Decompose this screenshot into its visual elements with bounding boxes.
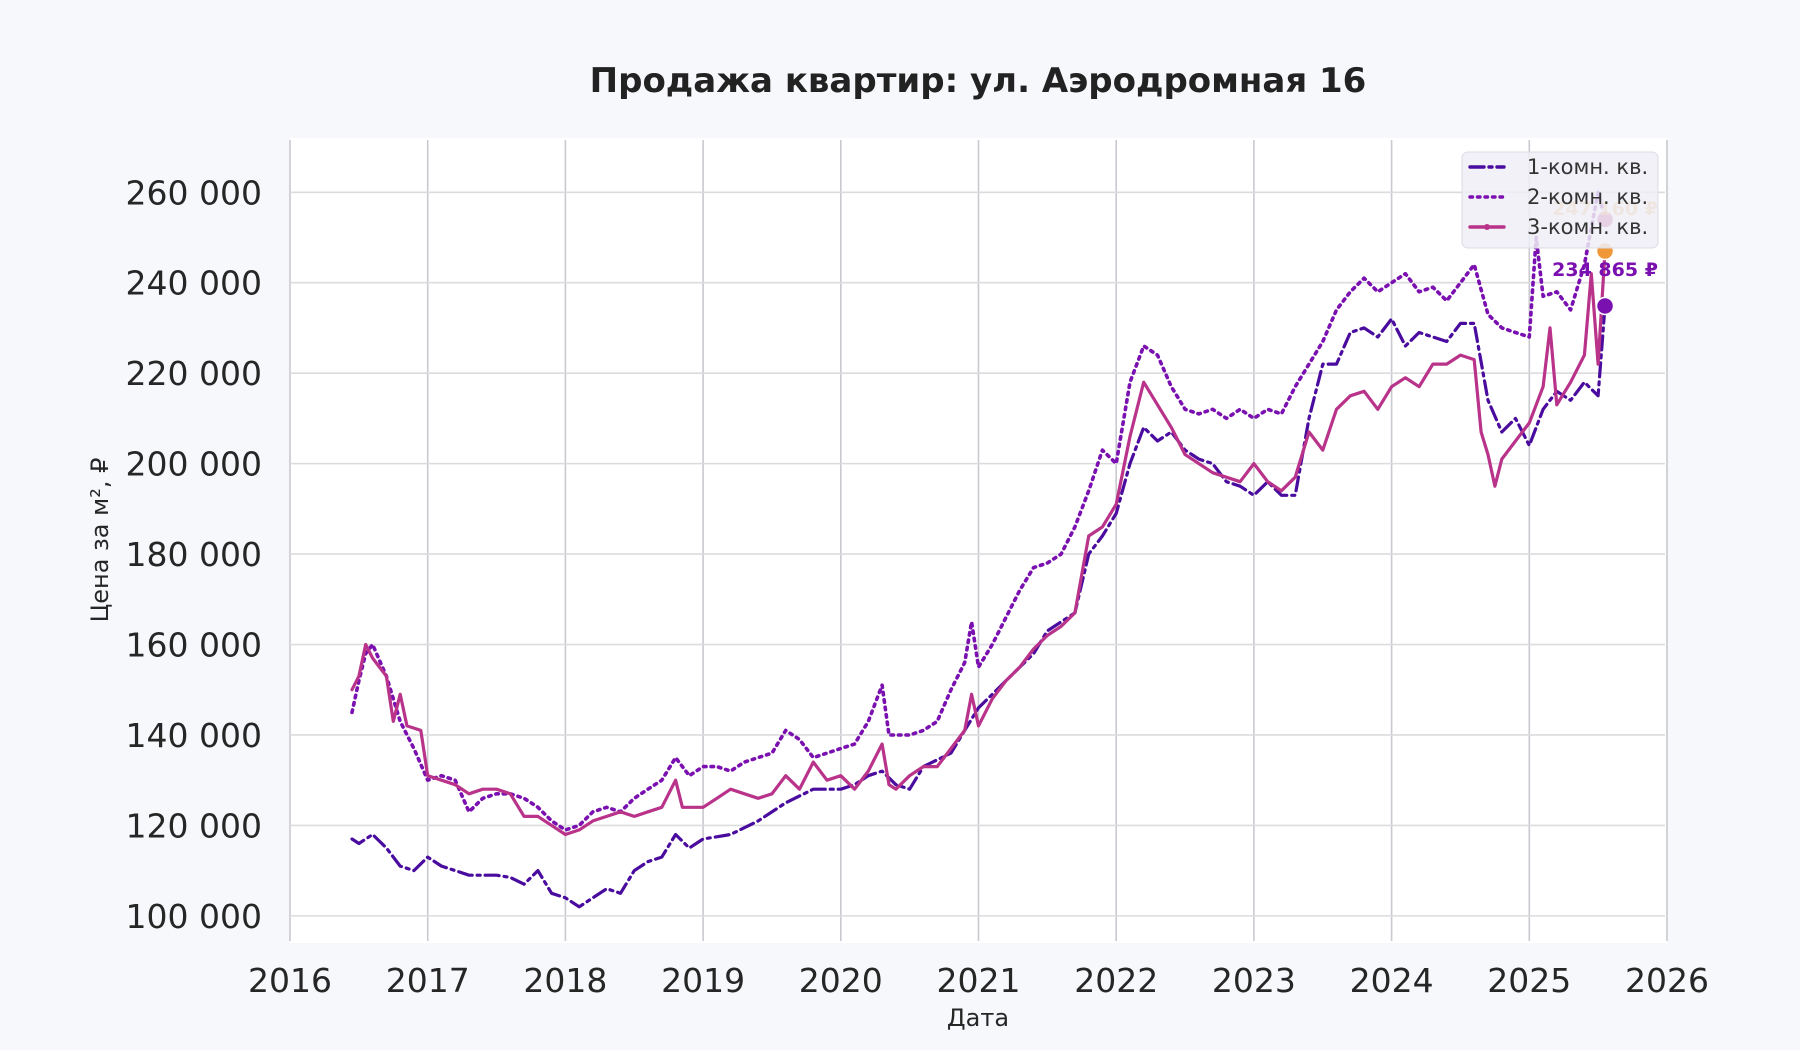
x-tick-label-2026: 2026 <box>1625 961 1709 1000</box>
y-tick-label-100000: 100 000 <box>126 897 262 936</box>
y-tick-label-240000: 240 000 <box>126 264 262 303</box>
x-tick-label-2020: 2020 <box>799 961 883 1000</box>
y-tick-label-260000: 260 000 <box>126 173 262 212</box>
y-tick-label-220000: 220 000 <box>126 354 262 393</box>
x-axis-ticks: 2016 2017 2018 2019 2020 2021 2022 2023 2024 2025… <box>248 961 1709 1000</box>
x-tick-label-2016: 2016 <box>248 961 332 1000</box>
highlight-point-3 <box>1595 296 1615 316</box>
x-tick-label-2018: 2018 <box>523 961 607 1000</box>
x-tick-label-2025: 2025 <box>1487 961 1571 1000</box>
series-lines <box>350 190 1607 909</box>
grid <box>289 140 1668 941</box>
legend-box <box>1461 151 1659 249</box>
series-line-2 <box>350 190 1607 832</box>
legend-label-1: 1-комн. кв. <box>1527 155 1648 179</box>
series-line-3 <box>350 249 1607 837</box>
x-tick-label-2022: 2022 <box>1074 961 1158 1000</box>
x-axis-label: Дата <box>947 1004 1009 1032</box>
x-tick-label-2017: 2017 <box>386 961 470 1000</box>
chart-title: Продажа квартир: ул. Аэродромная 16 <box>590 61 1367 101</box>
x-tick-label-2024: 2024 <box>1350 961 1434 1000</box>
series-line-1 <box>350 304 1607 909</box>
legend-label-3: 3-комн. кв. <box>1527 215 1648 239</box>
y-axis-label: Цена за м², ₽ <box>86 458 114 623</box>
x-tick-label-2019: 2019 <box>661 961 745 1000</box>
y-tick-label-180000: 180 000 <box>126 535 262 574</box>
legend-swatch-marker-3 <box>1484 224 1490 230</box>
y-tick-label-160000: 160 000 <box>126 626 262 665</box>
x-tick-label-2021: 2021 <box>937 961 1021 1000</box>
y-tick-label-120000: 120 000 <box>126 806 262 845</box>
y-axis-ticks: 100 000 120 000 140 000 160 000 180 000 200 0… <box>126 173 262 936</box>
legend-label-2: 2-комн. кв. <box>1527 185 1648 209</box>
value-annotation-2: 234 865 ₽ <box>1552 259 1658 281</box>
x-tick-label-2023: 2023 <box>1212 961 1296 1000</box>
legend: 1-комн. кв. 2-комн. кв. 3-комн. кв. <box>1461 151 1659 249</box>
y-tick-label-140000: 140 000 <box>126 716 262 755</box>
y-tick-label-200000: 200 000 <box>126 445 262 484</box>
